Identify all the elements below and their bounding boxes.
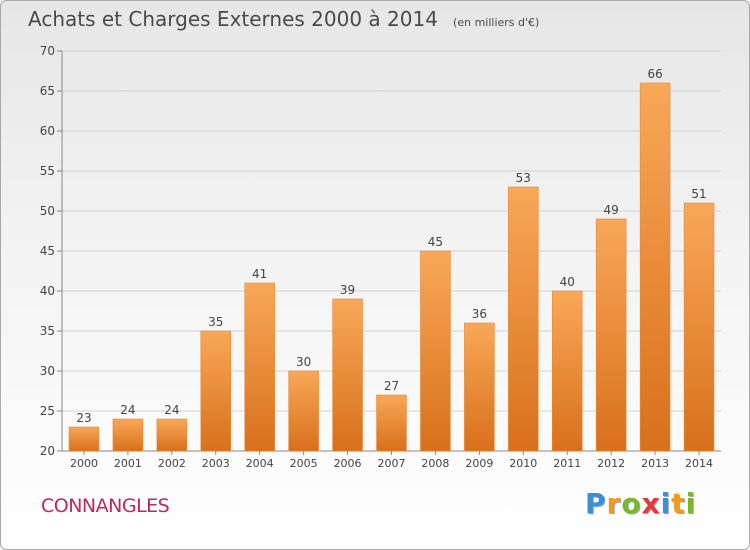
y-tick-label: 50 (40, 204, 55, 218)
bar (639, 82, 671, 452)
bar (420, 250, 451, 452)
bar-value-label: 49 (604, 203, 619, 217)
y-tick-label: 20 (40, 444, 55, 458)
bar (288, 370, 319, 452)
bar (683, 202, 715, 452)
bar-value-label: 23 (76, 411, 91, 425)
x-tick-label: 2011 (553, 457, 581, 470)
bar (332, 298, 363, 452)
title-row: Achats et Charges Externes 2000 à 2014 (… (28, 7, 539, 31)
y-tick-label: 65 (40, 84, 55, 98)
brand-letter: t (671, 487, 686, 520)
x-tick-label: 2007 (378, 457, 406, 470)
x-tick-label: 2008 (421, 457, 449, 470)
bar (68, 426, 100, 452)
y-tick-label: 35 (40, 324, 55, 338)
bar (376, 394, 407, 452)
chart-title: Achats et Charges Externes 2000 à 2014 (28, 7, 438, 31)
y-tick-label: 70 (40, 44, 55, 58)
x-tick-label: 2010 (509, 457, 537, 470)
bar-value-label: 41 (252, 267, 267, 281)
x-tick-label: 2013 (641, 457, 669, 470)
bar-value-label: 27 (384, 379, 399, 393)
x-tick-label: 2002 (158, 457, 186, 470)
bar-layer (68, 82, 715, 452)
bar (595, 218, 627, 452)
x-tick-label: 2001 (114, 457, 142, 470)
chart-unit: (en milliers d'€) (453, 16, 540, 29)
bar (551, 290, 583, 452)
bar (200, 330, 232, 452)
x-tick-label: 2012 (597, 457, 625, 470)
bar-value-label: 24 (164, 403, 179, 417)
bar (508, 186, 539, 452)
brand-letter: o (621, 487, 642, 520)
bar-value-label: 51 (691, 187, 706, 201)
y-tick-label: 55 (40, 164, 55, 178)
y-tick-label: 40 (40, 284, 55, 298)
x-tick-label: 2004 (246, 457, 274, 470)
bar-value-label: 53 (516, 171, 531, 185)
brand-letter: P (585, 487, 607, 520)
x-tick-label: 2009 (465, 457, 493, 470)
bar (244, 282, 275, 452)
x-tick-label: 2003 (202, 457, 230, 470)
bar-value-label: 35 (208, 315, 223, 329)
bar-value-label: 39 (340, 283, 355, 297)
label-layer: 20 25 30 35 40 45 50 55 60 65 70 23 2000 24 2001 24 2002… (40, 44, 713, 470)
x-tick-label: 2014 (685, 457, 713, 470)
brand-letter: x (641, 487, 661, 520)
bar (464, 322, 495, 452)
x-tick-label: 2006 (334, 457, 362, 470)
brand-letter: i (685, 487, 697, 520)
brand-letter: i (660, 487, 672, 520)
bar-value-label: 66 (647, 67, 662, 81)
bar-value-label: 36 (472, 307, 487, 321)
y-tick-label: 45 (40, 244, 55, 258)
y-tick-label: 25 (40, 404, 55, 418)
bar-value-label: 40 (560, 275, 575, 289)
bar (156, 418, 188, 452)
y-tick-label: 60 (40, 124, 55, 138)
bar (112, 418, 144, 452)
x-tick-label: 2005 (290, 457, 318, 470)
brand-letter: r (606, 487, 622, 520)
x-tick-label: 2000 (70, 457, 98, 470)
bar-value-label: 45 (428, 235, 443, 249)
location-name: CONNANGLES (41, 495, 170, 517)
y-tick-label: 30 (40, 364, 55, 378)
brand-logo: Proxiti (585, 487, 696, 520)
bar-value-label: 30 (296, 355, 311, 369)
bar-value-label: 24 (120, 403, 135, 417)
